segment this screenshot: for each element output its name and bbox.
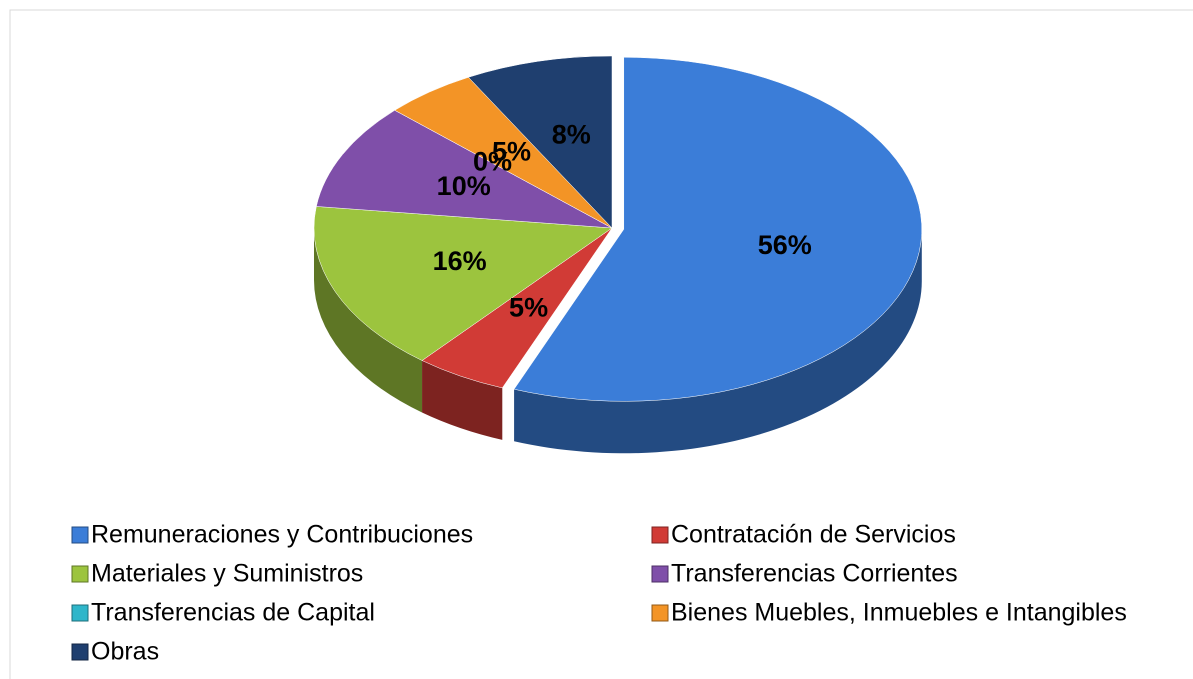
pie-tops — [313, 55, 922, 402]
legend-label: Transferencias Corrientes — [671, 560, 958, 588]
legend-label: Materiales y Suministros — [91, 560, 363, 588]
pie-sides — [314, 228, 922, 454]
legend-label: Remuneraciones y Contribuciones — [91, 521, 473, 549]
legend: Remuneraciones y Contribuciones Contratac… — [71, 521, 1127, 666]
slice-side — [422, 360, 503, 440]
legend-swatch — [651, 565, 669, 583]
slice-side — [514, 229, 922, 454]
data-label: 5% — [492, 136, 531, 166]
slice — [313, 206, 613, 361]
legend-label: Bienes Muebles, Inmuebles e Intangibles — [671, 599, 1127, 627]
legend-swatch — [651, 604, 669, 622]
data-label: 56% — [758, 230, 812, 260]
legend-swatch — [71, 604, 89, 622]
legend-swatch — [71, 565, 89, 583]
data-label: 5% — [509, 293, 548, 323]
data-label: 16% — [433, 246, 487, 276]
legend-swatch — [71, 643, 89, 661]
slice — [316, 109, 613, 229]
data-label: 8% — [552, 119, 591, 149]
slice — [513, 57, 922, 402]
slice — [467, 55, 613, 229]
data-labels: 56%5%16%10%0%5%8% — [433, 119, 812, 322]
legend-label: Contratación de Servicios — [671, 521, 956, 549]
legend-label: Obras — [91, 638, 159, 666]
legend-label: Transferencias de Capital — [91, 599, 375, 627]
data-label: 10% — [437, 171, 491, 201]
legend-swatch — [651, 526, 669, 544]
legend-swatch — [71, 526, 89, 544]
data-label: 0% — [473, 146, 512, 176]
slice-side — [314, 228, 423, 413]
